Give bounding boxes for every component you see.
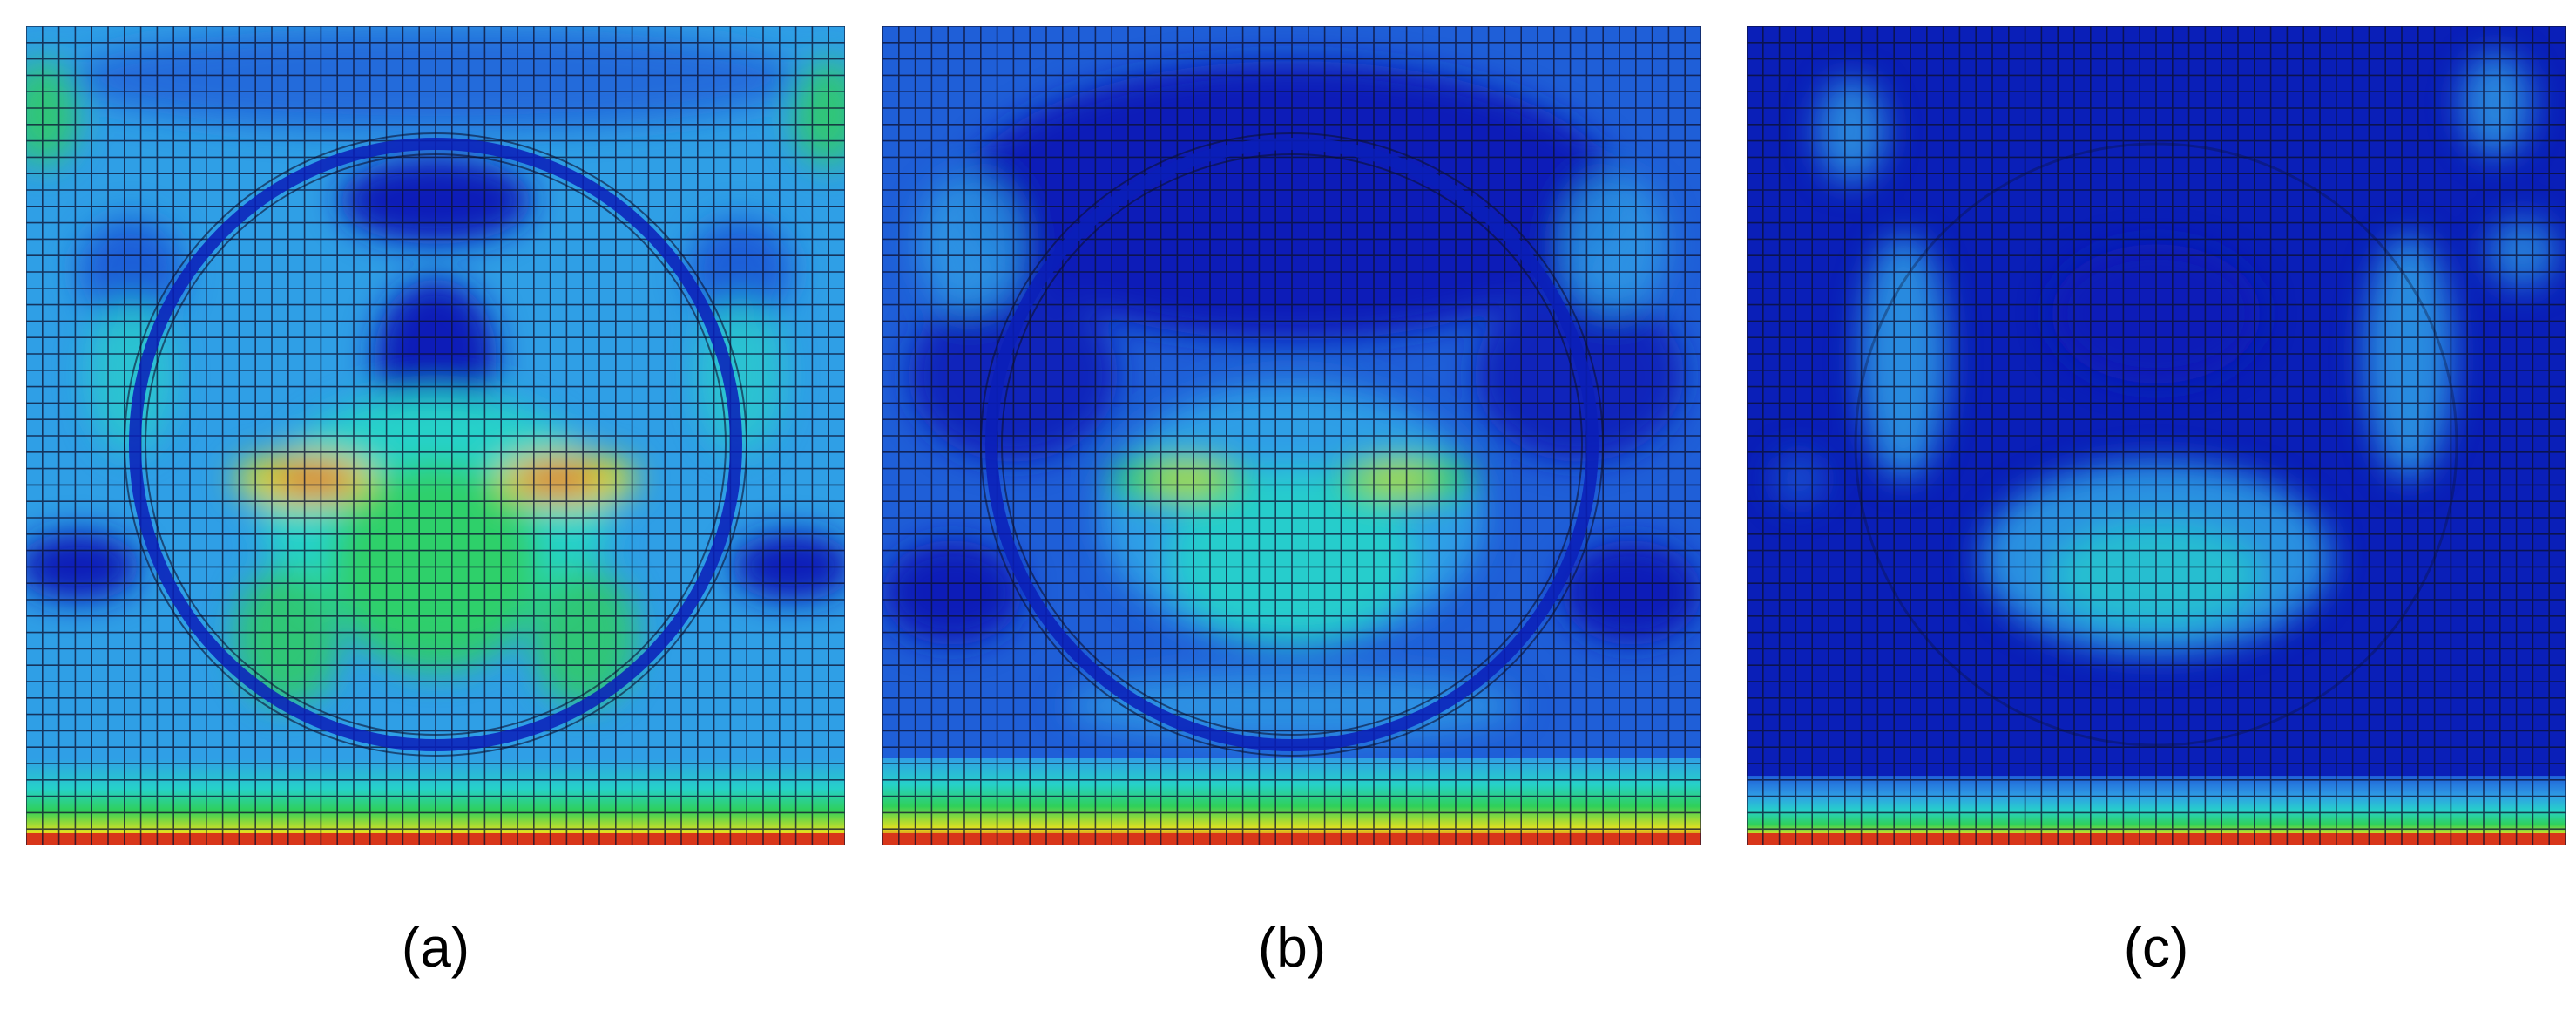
contour-plot (882, 26, 1701, 845)
panel-label-c: (c) (2123, 916, 2189, 979)
panel-label-a: (a) (401, 916, 470, 979)
contour-panel-a (26, 26, 845, 845)
contour-panel-b (882, 26, 1701, 845)
contour-panel-c (1747, 26, 2566, 845)
contour-plot (26, 26, 845, 845)
panel-label-b: (b) (1257, 916, 1327, 979)
contour-plot (1747, 26, 2566, 845)
